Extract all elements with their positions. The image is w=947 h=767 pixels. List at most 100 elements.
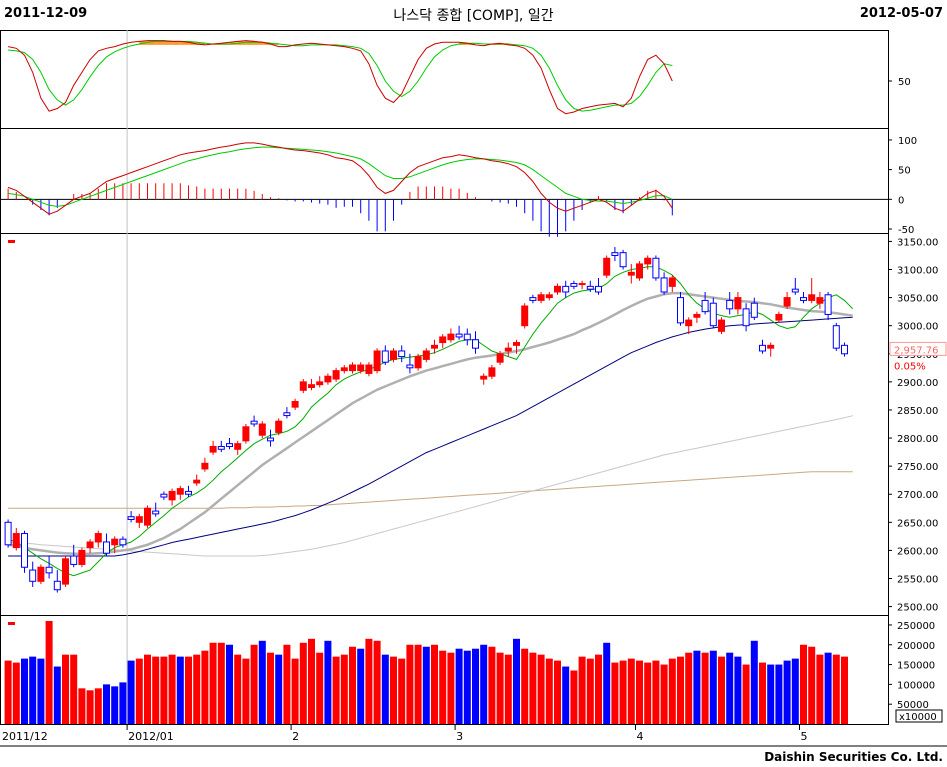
stoch-overbought-fill (163, 40, 173, 45)
volume-bar (611, 662, 619, 724)
price-tick-label: 2600.00 (897, 546, 938, 557)
candle-body (373, 350, 381, 372)
candle-body (537, 294, 545, 301)
volume-bar (685, 652, 693, 724)
volume-bar (275, 654, 283, 724)
candle-body (12, 533, 20, 549)
price-tick-label: 2850.00 (897, 406, 938, 417)
volume-bar (595, 654, 602, 724)
copyright-label: Daishin Securities Co. Ltd. (764, 750, 943, 764)
candle-body (365, 364, 373, 374)
volume-bar (570, 670, 578, 724)
stoch-overbought-fill (491, 44, 501, 46)
last-price-label: 2,957.76 (894, 345, 939, 356)
volume-bar (775, 664, 783, 724)
volume-bar (529, 652, 537, 724)
stoch-overbought-fill (254, 41, 263, 45)
volume-bar (21, 658, 28, 724)
candle-body (185, 490, 192, 495)
macd-tick-label: 0 (898, 195, 904, 206)
candle-body (439, 336, 447, 344)
candle-body (193, 479, 201, 484)
price-tick-label: 2800.00 (897, 434, 938, 445)
candle-body (660, 277, 668, 293)
start-date: 2011-12-09 (4, 6, 88, 21)
candle-body (586, 285, 594, 290)
candle-body (201, 462, 209, 470)
volume-tick-label: 150000 (897, 661, 935, 672)
volume-bar (644, 662, 652, 724)
macd-tick-label: 50 (898, 166, 911, 177)
candle-body (759, 344, 766, 352)
candle-body (267, 437, 274, 442)
volume-bar (299, 642, 307, 724)
candle-body (644, 257, 652, 265)
candle-body (29, 569, 37, 582)
candle-body (242, 426, 250, 442)
candle-body (742, 308, 750, 327)
volume-bar (308, 638, 315, 724)
candle-body (127, 516, 135, 520)
macd-panel (0, 128, 889, 234)
candle-body (652, 257, 660, 279)
candle-body (488, 367, 496, 377)
price-tick-label: 3050.00 (897, 294, 938, 305)
candle-body (308, 384, 315, 388)
volume-bar (767, 664, 775, 724)
candle-body (62, 558, 69, 585)
price-tick-label: 2900.00 (897, 378, 938, 389)
volume-bar (168, 654, 176, 724)
volume-bar (726, 652, 734, 724)
last-price-box (889, 341, 947, 356)
volume-bar (250, 644, 258, 724)
candle-body (734, 297, 742, 310)
candle-body (275, 420, 283, 433)
volume-bar (4, 660, 12, 724)
candle-body (94, 533, 102, 543)
price-tick-label: 2700.00 (897, 490, 938, 501)
stoch-overbought-fill (213, 44, 222, 46)
ma20-line (7, 291, 853, 556)
candle-body (463, 333, 471, 341)
volume-bar (701, 652, 709, 724)
volume-bar (513, 638, 520, 724)
candle-body (21, 533, 28, 568)
volume-bar (734, 656, 742, 724)
candle-body (209, 445, 217, 453)
volume-bar (488, 646, 496, 724)
volume-bar (406, 644, 414, 724)
candle-body (783, 297, 791, 307)
candle-body (472, 339, 479, 349)
volume-bar (29, 656, 37, 724)
candle-body (78, 549, 86, 565)
candle-body (4, 521, 12, 546)
candle-body (390, 350, 397, 360)
candle-body (480, 375, 488, 380)
volume-bar (496, 652, 504, 724)
volume-bar (390, 656, 397, 724)
volume-bar (135, 658, 143, 724)
candle-body (750, 302, 758, 318)
volume-bar (742, 664, 750, 724)
stoch-overbought-fill (172, 41, 181, 45)
volume-bar (693, 650, 701, 724)
end-date: 2012-05-07 (859, 6, 943, 21)
candle-body (455, 333, 463, 338)
chart-header: 2011-12-09 나스닥 종합 [COMP], 일간 2012-05-07 (0, 0, 947, 30)
candle-body (603, 257, 611, 276)
volume-bar (578, 656, 586, 724)
volume-tick-label: 100000 (897, 680, 935, 691)
volume-bar (791, 658, 799, 724)
x-tick-label: 2011/12 (2, 730, 48, 743)
candle-body (332, 370, 340, 380)
volume-bar (562, 666, 570, 724)
volume-bar (94, 688, 102, 724)
price-panel (0, 233, 889, 616)
volume-bar (619, 660, 627, 724)
volume-bar (800, 644, 807, 724)
candle-body (160, 493, 168, 498)
candle-body (636, 263, 643, 279)
macd-line (7, 142, 673, 215)
candle-body (258, 423, 266, 436)
